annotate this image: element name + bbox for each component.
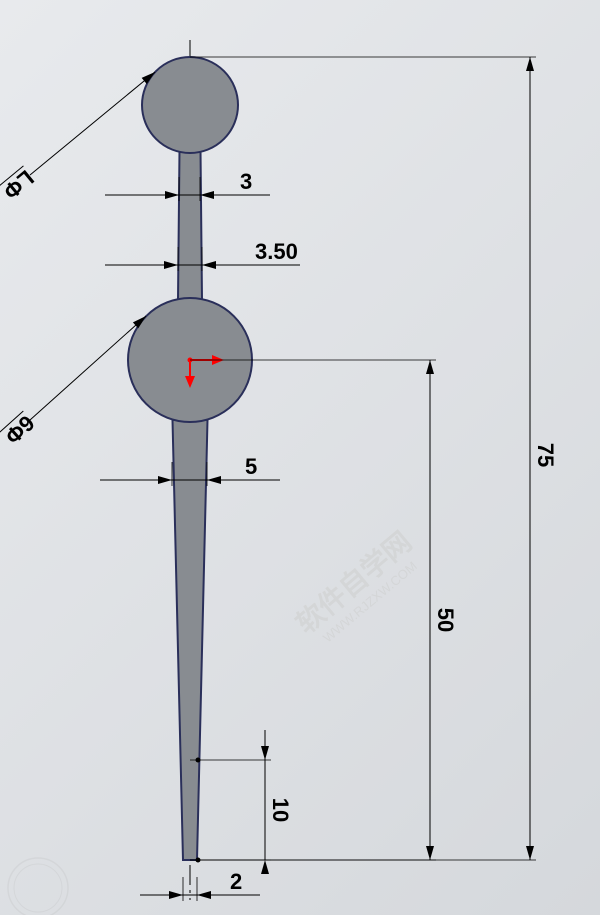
dim-d2: 2	[140, 869, 260, 901]
dim-phi9: 6Φ	[0, 316, 146, 449]
dim-label-d3_5: 3.50	[255, 239, 298, 264]
dim-label-d3: 3	[240, 169, 252, 194]
dim-phi7: LΦ	[0, 72, 155, 204]
upper-shaft	[178, 150, 202, 300]
dim-d10: 10	[190, 730, 293, 874]
corner-stamp	[8, 858, 68, 915]
dim-label-d2: 2	[230, 869, 242, 894]
watermark: 软件自学网WWW.RJZXW.COM	[290, 525, 429, 653]
dim-label-d75: 75	[533, 443, 558, 467]
dim-label-phi7: LΦ	[0, 165, 39, 204]
dim-label-d5: 5	[245, 454, 257, 479]
top-circle	[142, 57, 238, 153]
dim-label-d50: 50	[433, 608, 458, 632]
dim-label-d10: 10	[268, 798, 293, 822]
technical-drawing: 75 50 10 3 3.50 5 2 LΦ 6Φ 软件自学网WWW.RJZXW.COM	[0, 0, 600, 915]
lower-shaft	[173, 420, 208, 860]
dim-label-phi9: 6Φ	[0, 410, 39, 449]
